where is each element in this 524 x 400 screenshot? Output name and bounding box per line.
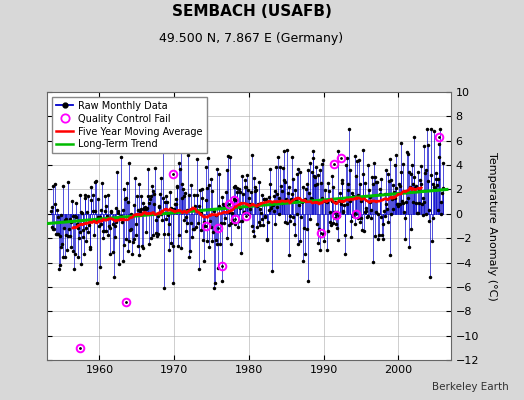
Text: Berkeley Earth: Berkeley Earth (432, 382, 508, 392)
Y-axis label: Temperature Anomaly (°C): Temperature Anomaly (°C) (487, 152, 497, 300)
Text: 49.500 N, 7.867 E (Germany): 49.500 N, 7.867 E (Germany) (159, 32, 344, 45)
Text: SEMBACH (USAFB): SEMBACH (USAFB) (171, 4, 332, 19)
Legend: Raw Monthly Data, Quality Control Fail, Five Year Moving Average, Long-Term Tren: Raw Monthly Data, Quality Control Fail, … (52, 97, 206, 153)
